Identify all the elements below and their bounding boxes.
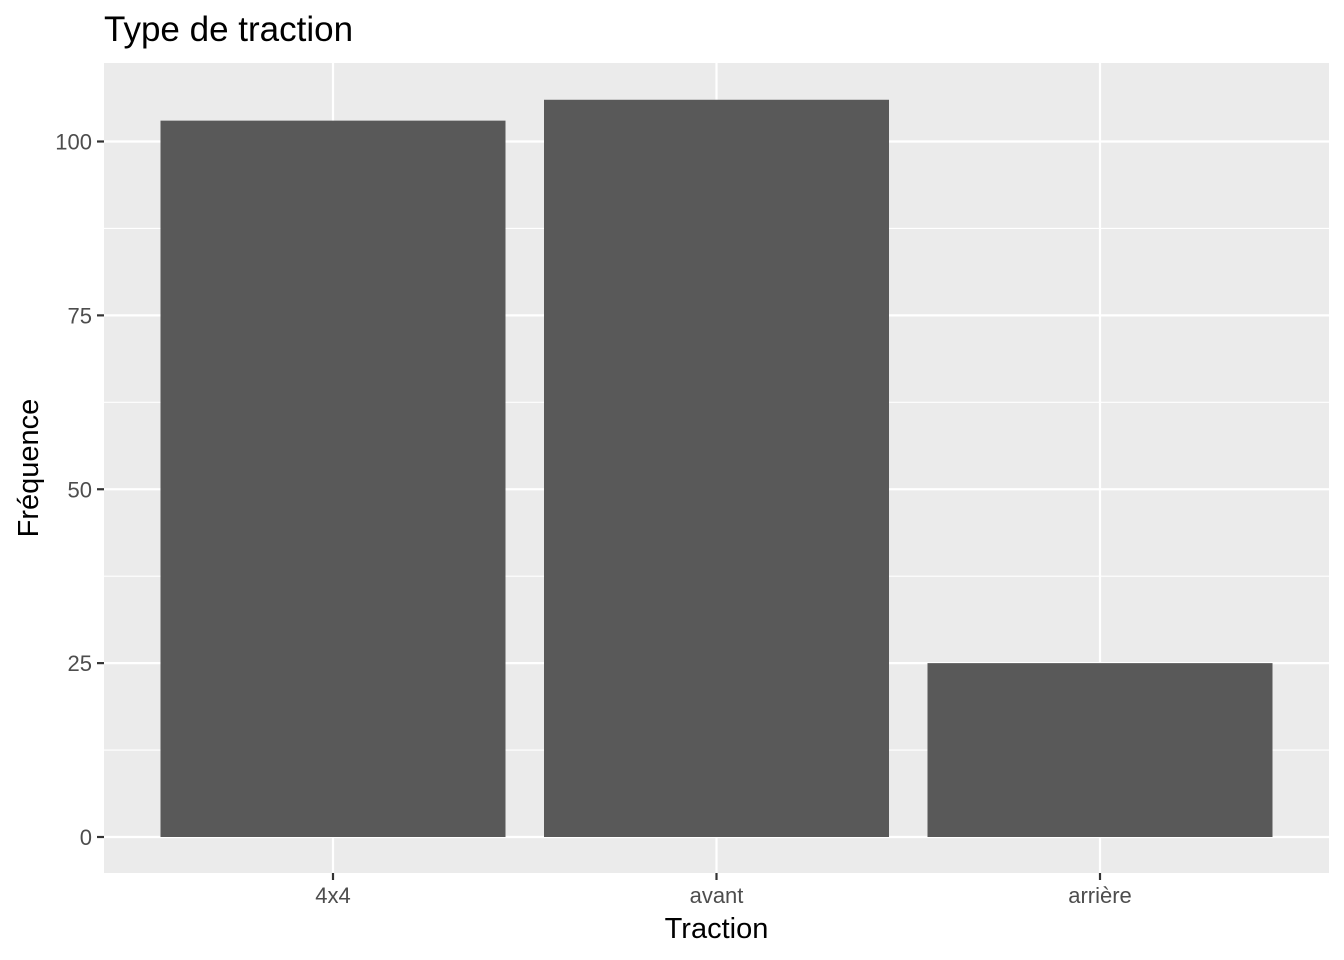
x-axis-title: Traction — [665, 913, 769, 945]
bars — [160, 99, 1273, 837]
x-tick-label: 4x4 — [315, 883, 350, 908]
y-tick-label: 25 — [68, 651, 92, 676]
y-tick-label: 50 — [68, 477, 92, 502]
bar-arrière — [927, 663, 1273, 837]
y-axis-title: Fréquence — [13, 399, 45, 538]
bar-4x4 — [160, 120, 506, 837]
chart-title: Type de traction — [104, 10, 353, 49]
bar-avant — [544, 99, 889, 837]
x-tick-label: avant — [690, 883, 744, 908]
x-tick-label: arrière — [1068, 883, 1132, 908]
y-tick-label: 75 — [68, 303, 92, 328]
y-tick-label: 0 — [80, 825, 92, 850]
y-tick-label: 100 — [55, 130, 92, 155]
y-axis: 0 25 50 75 100 — [55, 130, 104, 850]
x-axis: 4x4 avant arrière — [315, 873, 1132, 908]
